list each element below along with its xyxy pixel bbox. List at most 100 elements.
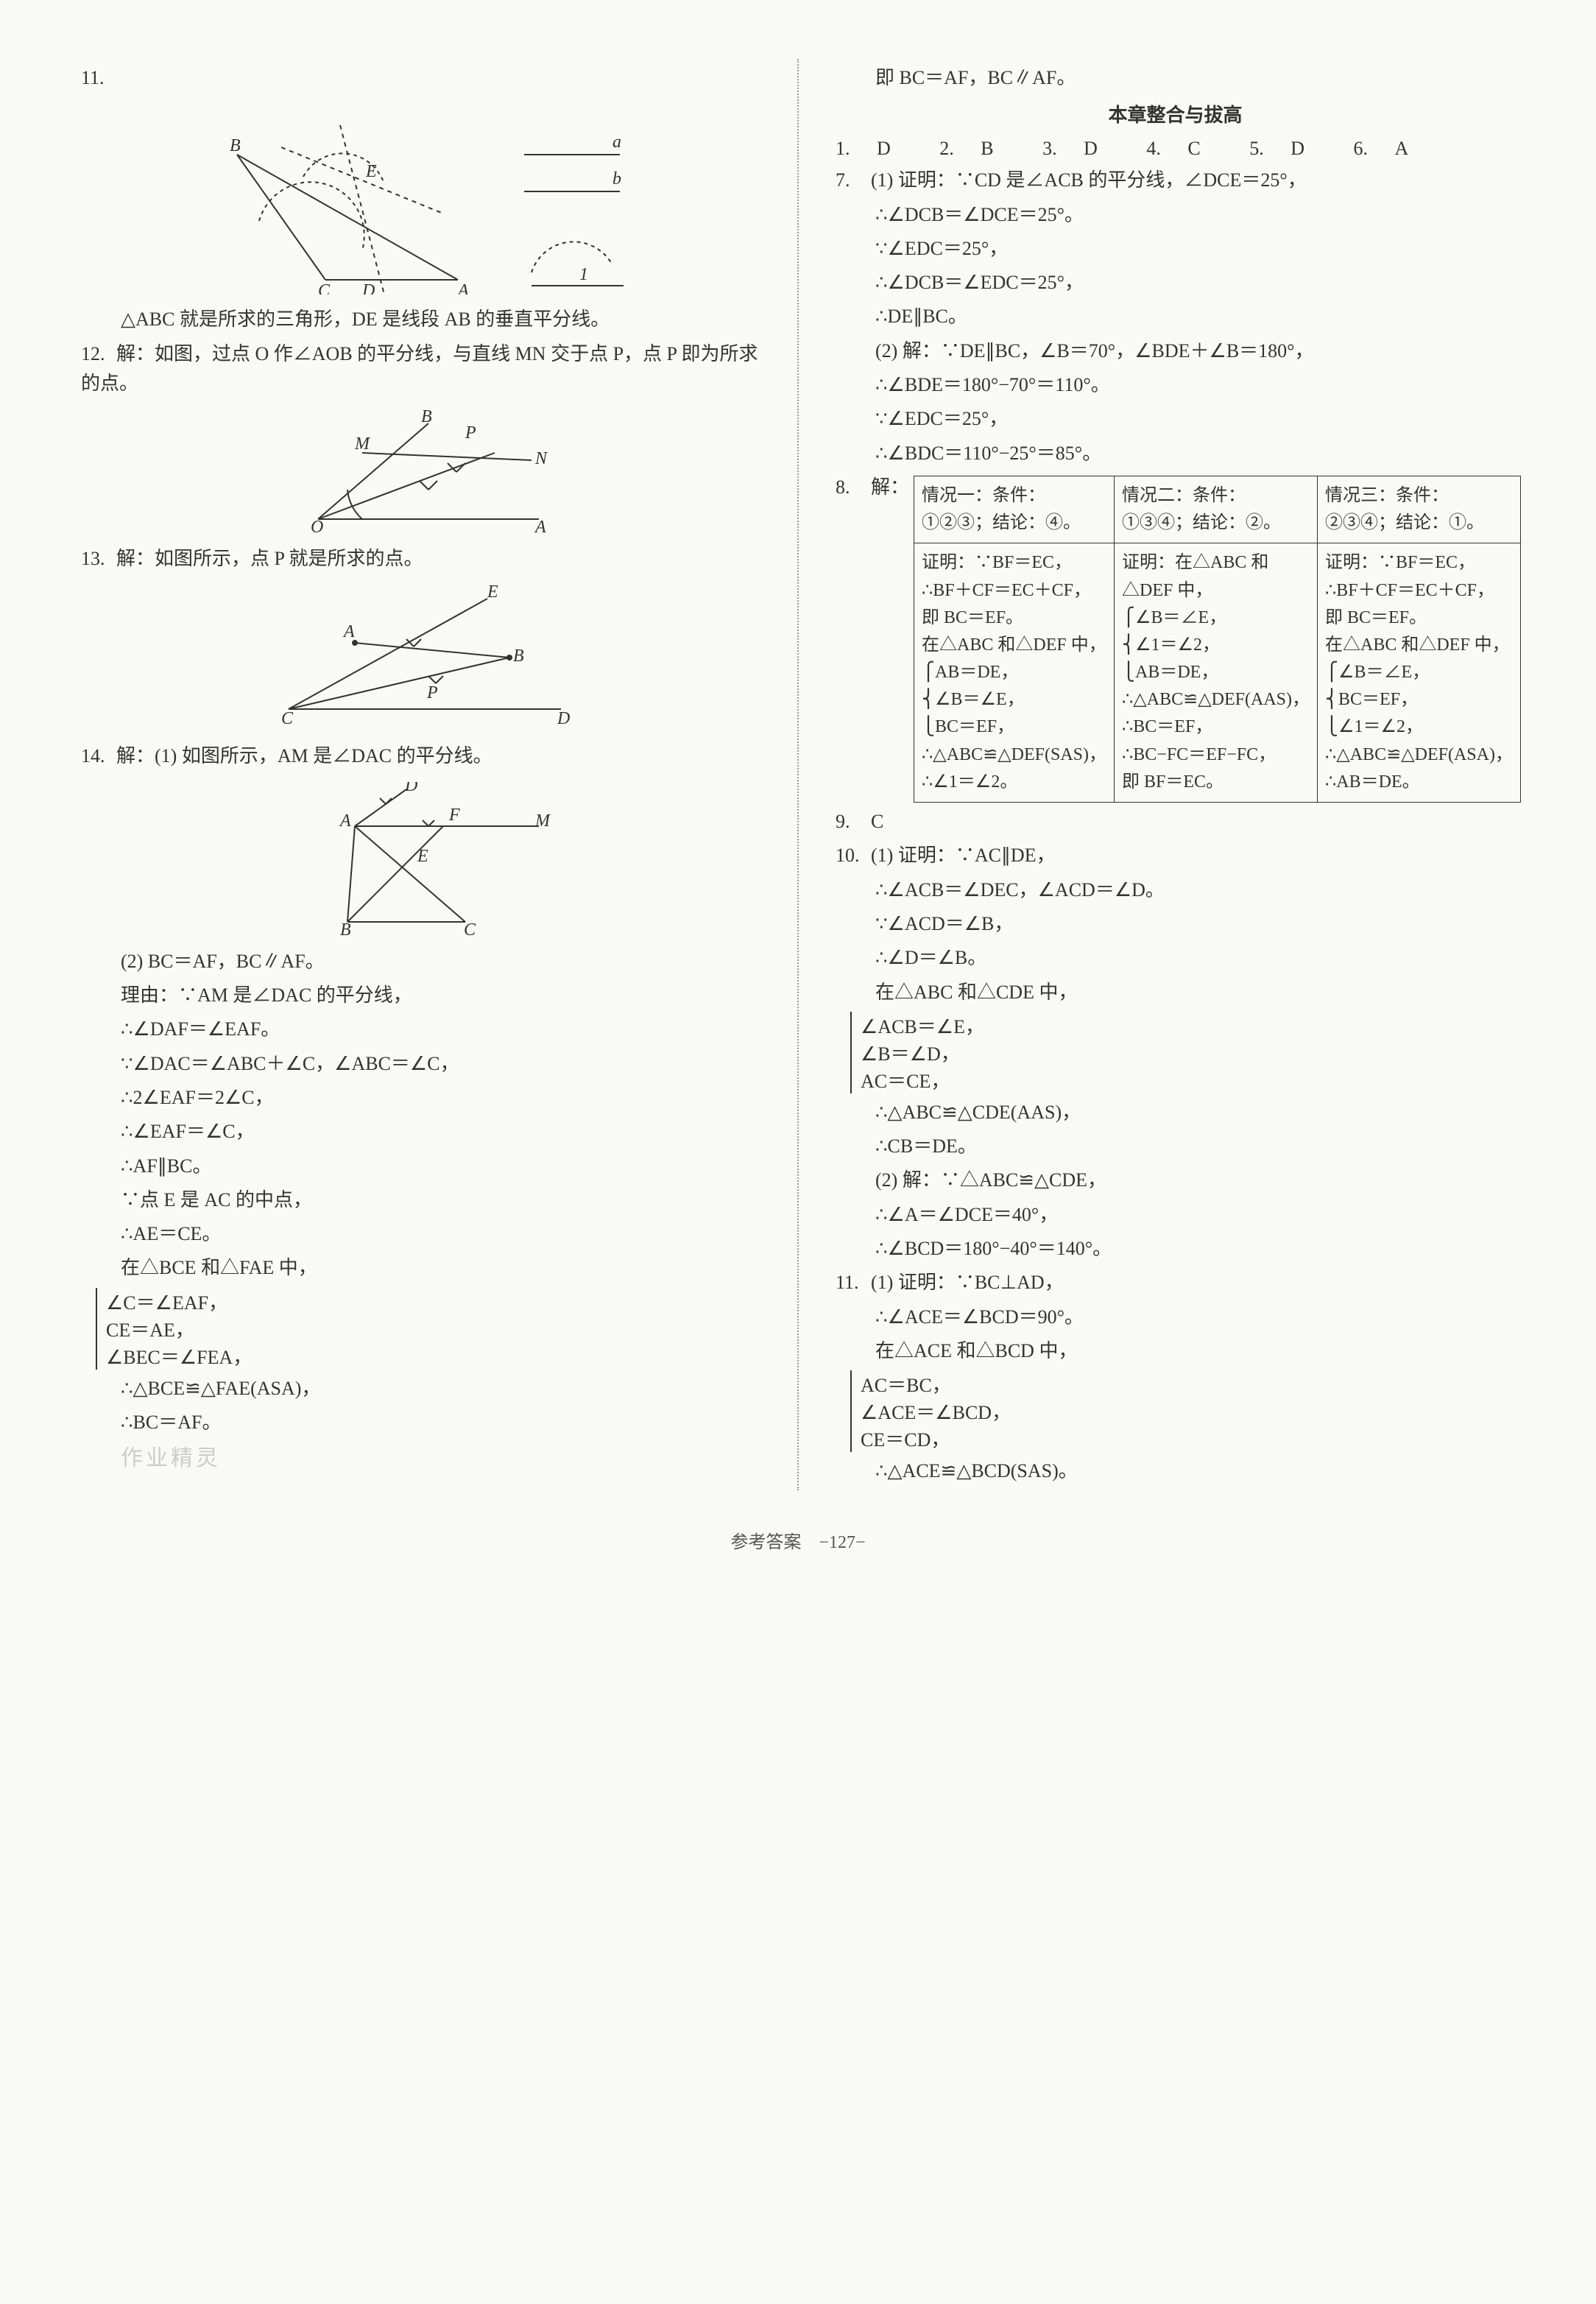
item-number: 7. [836, 166, 871, 195]
left-column: 11. a b [81, 59, 760, 1490]
text: CE＝AE， [106, 1315, 760, 1342]
svg-text:O: O [311, 518, 323, 534]
text: ∴∠BCD＝180°−40°＝140°。 [836, 1234, 1515, 1264]
text: ∴∠ACE＝∠BCD＝90°。 [836, 1303, 1515, 1332]
svg-text:F: F [448, 806, 460, 825]
svg-text:A: A [534, 518, 546, 534]
item-number: 8. [836, 473, 871, 502]
text: ∴∠EAF＝∠C， [81, 1117, 760, 1146]
text: ∵∠EDC＝25°， [836, 234, 1515, 264]
text: 解：如图，过点 O 作∠AOB 的平分线，与直线 MN 交于点 P，点 P 即为… [81, 343, 758, 394]
text: ∵点 E 是 AC 的中点， [81, 1186, 760, 1215]
svg-text:N: N [534, 449, 548, 468]
item-number: 11. [836, 1268, 871, 1297]
text: (1) 证明：∵BC⊥AD， [871, 1272, 1064, 1293]
text: 在△BCE 和△FAE 中， [81, 1253, 760, 1283]
text: ∴∠DAF＝∠EAF。 [81, 1015, 760, 1044]
text: ∴△ACE≌△BCD(SAS)。 [836, 1456, 1515, 1486]
svg-text:B: B [513, 647, 524, 666]
mc-answers: 1. D 2. B 3. D 4. C 5. D 6. A [836, 138, 1515, 160]
svg-text:C: C [464, 920, 476, 937]
text: ∵∠EDC＝25°， [836, 404, 1515, 434]
case-body: 证明：在△ABC 和△DEF 中， ⎧∠B＝∠E， ⎨∠1＝∠2， ⎩AB＝DE… [1115, 543, 1318, 803]
text: ∴∠ACB＝∠DEC，∠ACD＝∠D。 [836, 876, 1515, 905]
svg-text:E: E [487, 584, 498, 602]
svg-text:A: A [342, 622, 355, 641]
svg-text:M: M [534, 811, 551, 831]
brace-group: ∠ACB＝∠E， ∠B＝∠D， AC＝CE， [850, 1012, 1515, 1093]
text: ∠C＝∠EAF， [106, 1288, 760, 1315]
svg-text:M: M [354, 434, 371, 454]
svg-text:B: B [340, 920, 351, 937]
text: (2) 解：∵DE∥BC，∠B＝70°，∠BDE＋∠B＝180°， [836, 337, 1515, 366]
case-header: 情况三：条件：②③④；结论：①。 [1318, 476, 1521, 543]
text: 在△ACE 和△BCD 中， [836, 1336, 1515, 1366]
section-title: 本章整合与拔高 [836, 100, 1515, 127]
text: 解：(1) 如图所示，AM 是∠DAC 的平分线。 [116, 745, 492, 767]
right-column: 即 BC＝AF，BC∥AF。 本章整合与拔高 1. D 2. B 3. D 4.… [836, 59, 1515, 1490]
svg-text:E: E [417, 847, 428, 866]
figure-14: D A F M E B C [81, 782, 760, 937]
svg-text:A: A [339, 811, 351, 831]
svg-text:B: B [230, 136, 241, 155]
watermark: 作业精灵 [81, 1442, 760, 1476]
item-number: 13. [81, 544, 116, 574]
text: ∴AF∥BC。 [81, 1152, 760, 1181]
text: ∴AE＝CE。 [81, 1219, 760, 1249]
item-number: 14. [81, 741, 116, 771]
text: ∵∠DAC＝∠ABC＋∠C，∠ABC＝∠C， [81, 1049, 760, 1079]
text: ∴∠BDC＝110°−25°＝85°。 [836, 439, 1515, 468]
text: ∴CB＝DE。 [836, 1132, 1515, 1161]
text: ∴∠DCB＝∠DCE＝25°。 [836, 200, 1515, 230]
svg-text:D: D [557, 709, 570, 728]
text: 在△ABC 和△CDE 中， [836, 978, 1515, 1007]
figure-11: a b B E C D A 1 [81, 103, 760, 295]
text: ∴DE∥BC。 [836, 302, 1515, 331]
text: 即 BC＝AF，BC∥AF。 [836, 63, 1515, 93]
svg-text:C: C [281, 709, 294, 728]
svg-text:D: D [361, 281, 375, 295]
svg-text:D: D [404, 782, 417, 795]
text: (1) 证明：∵AC∥DE， [871, 845, 1056, 866]
text: 理由：∵AM 是∠DAC 的平分线， [81, 981, 760, 1010]
svg-text:1: 1 [579, 265, 588, 284]
case-body: 证明：∵BF＝EC， ∴BF＋CF＝EC＋CF， 即 BC＝EF。 在△ABC … [1318, 543, 1521, 803]
caption: △ABC 就是所求的三角形，DE 是线段 AB 的垂直平分线。 [81, 305, 760, 334]
item-number: 9. [836, 807, 871, 836]
text: AC＝BC， [861, 1370, 1515, 1398]
case-header: 情况二：条件：①③④；结论：②。 [1115, 476, 1318, 543]
page-footer: 参考答案 −127− [81, 1527, 1515, 1553]
item-number: 11. [81, 63, 116, 93]
svg-text:A: A [456, 281, 469, 295]
text: CE＝CD， [861, 1425, 1515, 1452]
column-divider [797, 59, 799, 1490]
text: (2) BC＝AF，BC∥AF。 [81, 947, 760, 976]
item-number: 12. [81, 339, 116, 369]
item-number: 10. [836, 841, 871, 870]
text: ∴∠A＝∠DCE＝40°， [836, 1200, 1515, 1230]
figure-12: B M P N O A [81, 409, 760, 534]
svg-text:b: b [612, 169, 621, 189]
case-body: 证明：∵BF＝EC， ∴BF＋CF＝EC＋CF， 即 BC＝EF。 在△ABC … [914, 543, 1115, 803]
text: (2) 解：∵△ABC≌△CDE， [836, 1166, 1515, 1195]
case-header: 情况一：条件：①②③；结论：④。 [914, 476, 1115, 543]
text: ∠ACB＝∠E， [861, 1012, 1515, 1039]
brace-group: AC＝BC， ∠ACE＝∠BCD， CE＝CD， [850, 1370, 1515, 1452]
svg-text:C: C [318, 281, 331, 295]
svg-text:a: a [612, 133, 621, 152]
text: ∴BC＝AF。 [81, 1408, 760, 1437]
text: ∠B＝∠D， [861, 1039, 1515, 1066]
figure-13: E A B P C D [81, 584, 760, 731]
svg-text:P: P [465, 423, 476, 443]
text: ∴∠D＝∠B。 [836, 943, 1515, 973]
cases-table: 情况一：条件：①②③；结论：④。 情况二：条件：①③④；结论：②。 情况三：条件… [914, 476, 1521, 803]
text: 解：如图所示，点 P 就是所求的点。 [116, 548, 423, 569]
text: ∠ACE＝∠BCD， [861, 1398, 1515, 1425]
text: (1) 证明：∵CD 是∠ACB 的平分线，∠DCE＝25°， [871, 169, 1307, 191]
text: ∴2∠EAF＝2∠C， [81, 1083, 760, 1113]
brace-group: ∠C＝∠EAF， CE＝AE， ∠BEC＝∠FEA， [96, 1288, 760, 1370]
svg-text:E: E [365, 162, 377, 181]
text: ∠BEC＝∠FEA， [106, 1342, 760, 1370]
text: ∴∠DCB＝∠EDC＝25°， [836, 268, 1515, 297]
text: ∵∠ACD＝∠B， [836, 909, 1515, 939]
